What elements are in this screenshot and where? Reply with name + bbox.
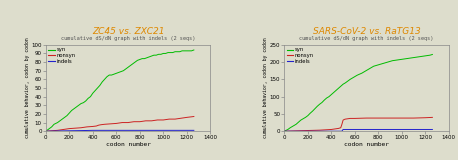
Y-axis label: cumulative behavior, codon by codon: cumulative behavior, codon by codon bbox=[25, 38, 30, 138]
Title: ZC45 vs. ZXC21: ZC45 vs. ZXC21 bbox=[92, 27, 164, 36]
Title: SARS-CoV-2 vs. RaTG13: SARS-CoV-2 vs. RaTG13 bbox=[313, 27, 420, 36]
X-axis label: codon number: codon number bbox=[344, 142, 389, 147]
Text: cumulative dS/dN graph with indels (2 seqs): cumulative dS/dN graph with indels (2 se… bbox=[300, 36, 434, 41]
Legend: syn, nonsyn, indels: syn, nonsyn, indels bbox=[286, 46, 315, 65]
X-axis label: codon number: codon number bbox=[105, 142, 151, 147]
Y-axis label: cumulative behavior, codon by codon: cumulative behavior, codon by codon bbox=[263, 38, 268, 138]
Text: cumulative dS/dN graph with indels (2 seqs): cumulative dS/dN graph with indels (2 se… bbox=[61, 36, 195, 41]
Legend: syn, nonsyn, indels: syn, nonsyn, indels bbox=[47, 46, 76, 65]
